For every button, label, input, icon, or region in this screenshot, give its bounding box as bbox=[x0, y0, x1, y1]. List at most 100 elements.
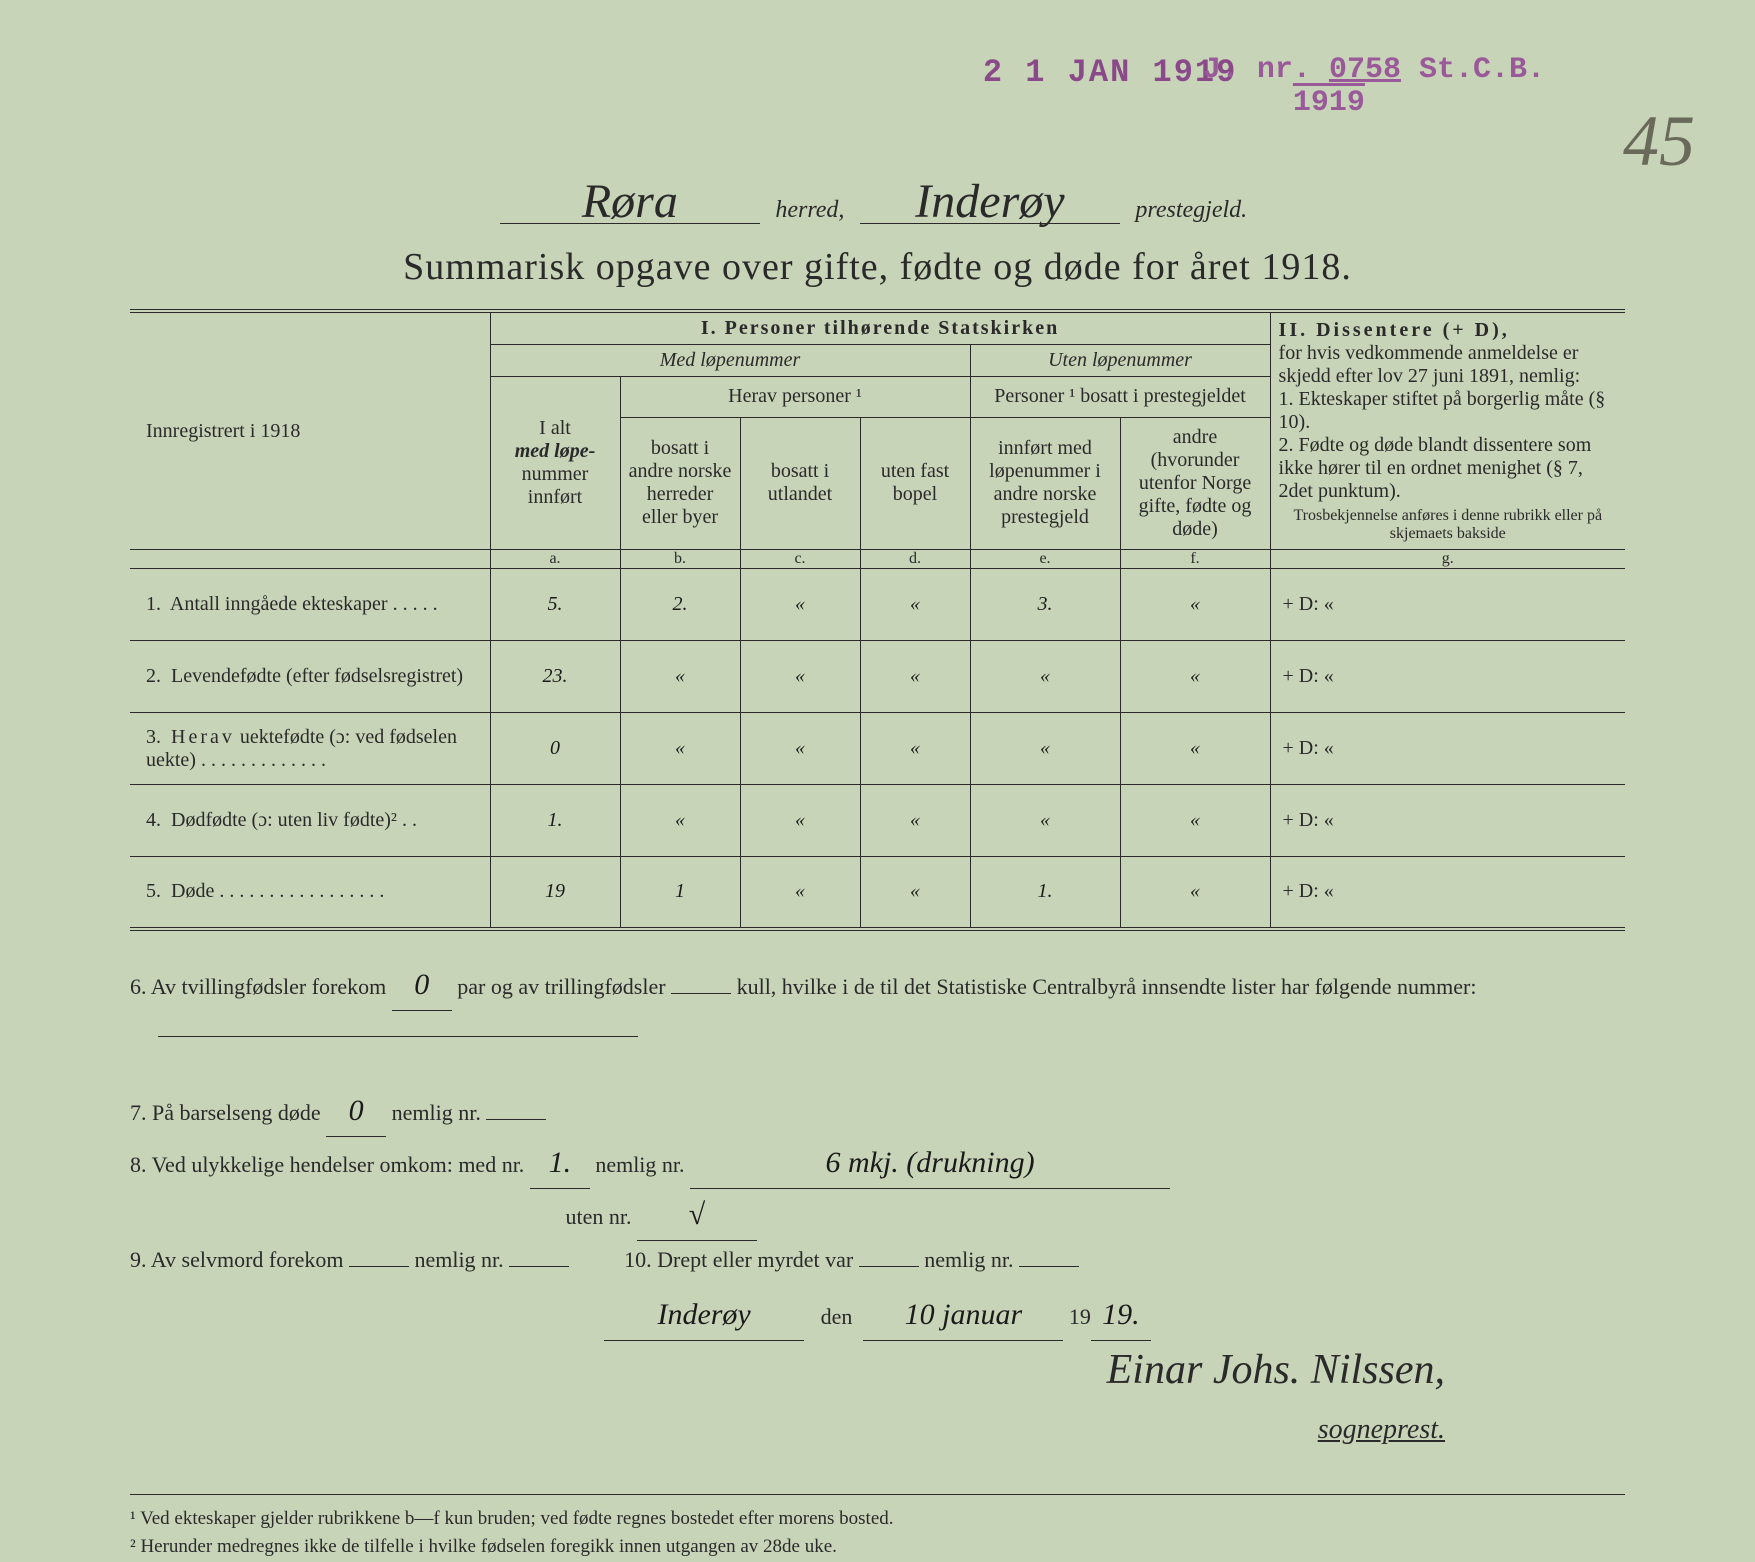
row4-e: « bbox=[970, 785, 1120, 857]
row4-label: 4. Dødfødte (ɔ: uten liv fødte)² . . bbox=[130, 785, 490, 857]
header-section2: II. Dissentere (+ D), for hvis vedkommen… bbox=[1270, 311, 1625, 550]
q6: 6. Av tvillingfødsler forekom 0 par og a… bbox=[130, 959, 1625, 1048]
row3-a: 0 bbox=[490, 713, 620, 785]
row4-g: + D: « bbox=[1270, 785, 1625, 857]
row5-c: « bbox=[740, 857, 860, 929]
row5-text: Døde bbox=[171, 880, 214, 902]
stamp-jnr-suffix: St.C.B. bbox=[1419, 53, 1545, 87]
data-table: Innregistrert i 1918 I. Personer tilhøre… bbox=[130, 309, 1625, 931]
footnote-2: ² Herunder medregnes ikke de tilfelle i … bbox=[130, 1533, 1625, 1562]
header-line: Røra herred, Inderøy prestegjeld. bbox=[130, 180, 1625, 225]
row5-f: « bbox=[1120, 857, 1270, 929]
header-col-a: I alt med løpe- nummer innført bbox=[490, 377, 620, 550]
header-section1: I. Personer tilhørende Statskirken bbox=[490, 311, 1270, 345]
row1-c: « bbox=[740, 569, 860, 641]
sig-title: sogneprest. bbox=[1318, 1414, 1445, 1445]
row2-b: « bbox=[620, 641, 740, 713]
header-med-lopenummer: Med løpenummer bbox=[490, 345, 970, 377]
row4-d: « bbox=[860, 785, 970, 857]
row2-c: « bbox=[740, 641, 860, 713]
signature-block: Inderøy den 10 januar 1919. Einar Johs. … bbox=[130, 1289, 1625, 1454]
q7-text: 7. På barselseng døde bbox=[130, 1100, 321, 1125]
row2-d: « bbox=[860, 641, 970, 713]
sig-date: 10 januar bbox=[863, 1289, 1063, 1341]
footnote-1: ¹ Ved ekteskaper gjelder rubrikkene b—f … bbox=[130, 1505, 1625, 1534]
q8-text: 8. Ved ulykkelige hendelser omkom: med n… bbox=[130, 1152, 524, 1177]
stamp-jnr: J. nr. 0758 St.C.B. bbox=[1203, 54, 1545, 87]
q6-mid: par og av trillingfødsler bbox=[457, 974, 665, 999]
q6-suffix: kull, hvilke i de til det Statistiske Ce… bbox=[737, 974, 1477, 999]
row5-num: 5. bbox=[146, 880, 161, 902]
row2-a: 23. bbox=[490, 641, 620, 713]
q10-val bbox=[859, 1266, 919, 1267]
row2-g: + D: « bbox=[1270, 641, 1625, 713]
document-page: 2 1 JAN 1919 J. nr. 0758 St.C.B. 1919 45… bbox=[0, 0, 1755, 1536]
header-herav: Herav personer ¹ bbox=[620, 377, 970, 418]
row3-num: 3. bbox=[146, 726, 161, 748]
q8: 8. Ved ulykkelige hendelser omkom: med n… bbox=[130, 1137, 1625, 1241]
row1-g: + D: « bbox=[1270, 569, 1625, 641]
q7: 7. På barselseng døde 0 nemlig nr. bbox=[130, 1085, 1625, 1137]
row3-label: 3. Herav uektefødte (ɔ: ved fødselen uek… bbox=[130, 713, 490, 785]
row3-g: + D: « bbox=[1270, 713, 1625, 785]
header-uten-lopenummer: Uten løpenummer bbox=[970, 345, 1270, 377]
row4-num: 4. bbox=[146, 809, 161, 831]
herred-value: Røra bbox=[500, 180, 760, 224]
row4-text: Dødfødte (ɔ: uten liv fødte)² bbox=[171, 809, 397, 831]
q9-val bbox=[349, 1266, 409, 1267]
header-innregistrert: Innregistrert i 1918 bbox=[130, 311, 490, 550]
prestegjeld-value: Inderøy bbox=[860, 180, 1120, 224]
row1-num: 1. bbox=[146, 593, 161, 615]
q8-desc: 6 mkj. (drukning) bbox=[690, 1137, 1170, 1189]
questions-block: 6. Av tvillingfødsler forekom 0 par og a… bbox=[130, 959, 1625, 1454]
row5-a: 19 bbox=[490, 857, 620, 929]
dissenter-title: II. Dissentere (+ D), bbox=[1279, 319, 1510, 341]
dissenter-item2: 2. Fødte og døde blandt dissentere som i… bbox=[1279, 434, 1592, 502]
q6-triplets bbox=[671, 993, 731, 994]
letter-d: d. bbox=[860, 550, 970, 569]
stamp-block: 2 1 JAN 1919 J. nr. 0758 St.C.B. 1919 bbox=[983, 55, 1545, 120]
row1-label: 1. Antall inngåede ekteskaper . . . . . bbox=[130, 569, 490, 641]
stamp-jnr-num: 0758 bbox=[1329, 53, 1401, 87]
q8-mednr: 1. bbox=[530, 1137, 590, 1189]
col-a-l4: innført bbox=[528, 486, 582, 508]
header-personer-bosatt: Personer ¹ bosatt i prestegjeldet bbox=[970, 377, 1270, 418]
q7-val: 0 bbox=[326, 1085, 386, 1137]
row5-d: « bbox=[860, 857, 970, 929]
q10-suffix: nemlig nr. bbox=[924, 1247, 1013, 1272]
row5-b: 1 bbox=[620, 857, 740, 929]
dissenter-body: for hvis vedkommende anmeldelse er skjed… bbox=[1279, 342, 1581, 387]
q7-suffix: nemlig nr. bbox=[392, 1100, 481, 1125]
stamp-jnr-prefix: J. nr. bbox=[1203, 53, 1311, 87]
row5-g: + D: « bbox=[1270, 857, 1625, 929]
row1-b: 2. bbox=[620, 569, 740, 641]
row3-b: « bbox=[620, 713, 740, 785]
header-col-e: innført med løpenummer i andre norske pr… bbox=[970, 417, 1120, 550]
sig-year-suffix: 19. bbox=[1091, 1289, 1151, 1341]
q6-prefix: 6. Av tvillingfødsler forekom bbox=[130, 974, 386, 999]
row2-text: Levendefødte (efter fødselsregistret) bbox=[171, 665, 463, 687]
letter-f: f. bbox=[1120, 550, 1270, 569]
q9-text: 9. Av selvmord forekom bbox=[130, 1247, 343, 1272]
sig-year-prefix: 19 bbox=[1069, 1304, 1091, 1329]
q10-nr bbox=[1019, 1266, 1079, 1267]
row2-f: « bbox=[1120, 641, 1270, 713]
row3-f: « bbox=[1120, 713, 1270, 785]
row4-f: « bbox=[1120, 785, 1270, 857]
footnotes: ¹ Ved ekteskaper gjelder rubrikkene b—f … bbox=[130, 1494, 1625, 1562]
col-a-l2: med løpe- bbox=[515, 440, 596, 462]
letter-g: g. bbox=[1270, 550, 1625, 569]
dissenter-note: Trosbekjennelse anføres i denne rubrikk … bbox=[1279, 507, 1617, 543]
col-a-l3: nummer bbox=[522, 463, 589, 485]
row1-d: « bbox=[860, 569, 970, 641]
q8-nemlig: nemlig nr. bbox=[595, 1152, 684, 1177]
row4-c: « bbox=[740, 785, 860, 857]
row2-num: 2. bbox=[146, 665, 161, 687]
q6-numbers bbox=[158, 1036, 638, 1037]
row3-e: « bbox=[970, 713, 1120, 785]
header-col-d: uten fast bopel bbox=[860, 417, 970, 550]
q8-uten-val: √ bbox=[637, 1189, 757, 1241]
row4-a: 1. bbox=[490, 785, 620, 857]
dissenter-item1: 1. Ekteskaper stiftet på borgerlig måte … bbox=[1279, 388, 1606, 433]
sig-name: Einar Johs. Nilssen, bbox=[1107, 1347, 1445, 1393]
